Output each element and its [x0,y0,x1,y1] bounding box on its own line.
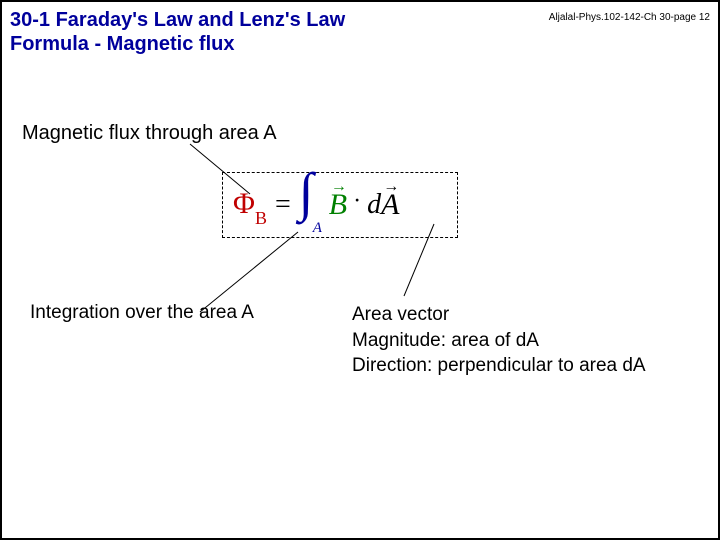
formula-box: ΦB = ∫ A → B · d → A [222,172,458,238]
vector-arrow-icon: → [329,178,347,196]
title-block: 30-1 Faraday's Law and Lenz's Law Formul… [10,8,345,56]
slide-title-line1: 30-1 Faraday's Law and Lenz's Law [10,8,345,32]
A-vector: → A [381,188,399,222]
callout-lines [2,2,720,542]
label-area-vector-block: Area vector Magnitude: area of dA Direct… [352,302,646,379]
phi-subscript: B [255,208,267,228]
slide-frame: 30-1 Faraday's Law and Lenz's Law Formul… [0,0,720,540]
dot-product: · [353,188,361,215]
differential-d: d [367,189,381,221]
phi-letter: Φ [233,187,255,220]
phi-symbol: ΦB [233,187,267,222]
slide-title-line2: Formula - Magnetic flux [10,32,345,56]
area-vector-line2: Magnitude: area of dA [352,328,646,354]
integral-subscript: A [313,220,322,237]
callout-line-integration [200,232,298,312]
formula: ΦB = ∫ A → B · d → A [233,173,447,237]
integral-sign: ∫ [299,165,314,219]
equals-sign: = [275,189,291,221]
label-integration: Integration over the area A [30,302,254,324]
area-vector-line1: Area vector [352,302,646,328]
label-magnetic-flux: Magnetic flux through area A [22,122,277,145]
integral-symbol: ∫ A [299,175,329,235]
B-vector: → B [329,188,347,222]
vector-arrow-icon: → [381,178,399,196]
page-tag: Aljalal-Phys.102-142-Ch 30-page 12 [549,12,710,23]
area-vector-line3: Direction: perpendicular to area dA [352,353,646,379]
